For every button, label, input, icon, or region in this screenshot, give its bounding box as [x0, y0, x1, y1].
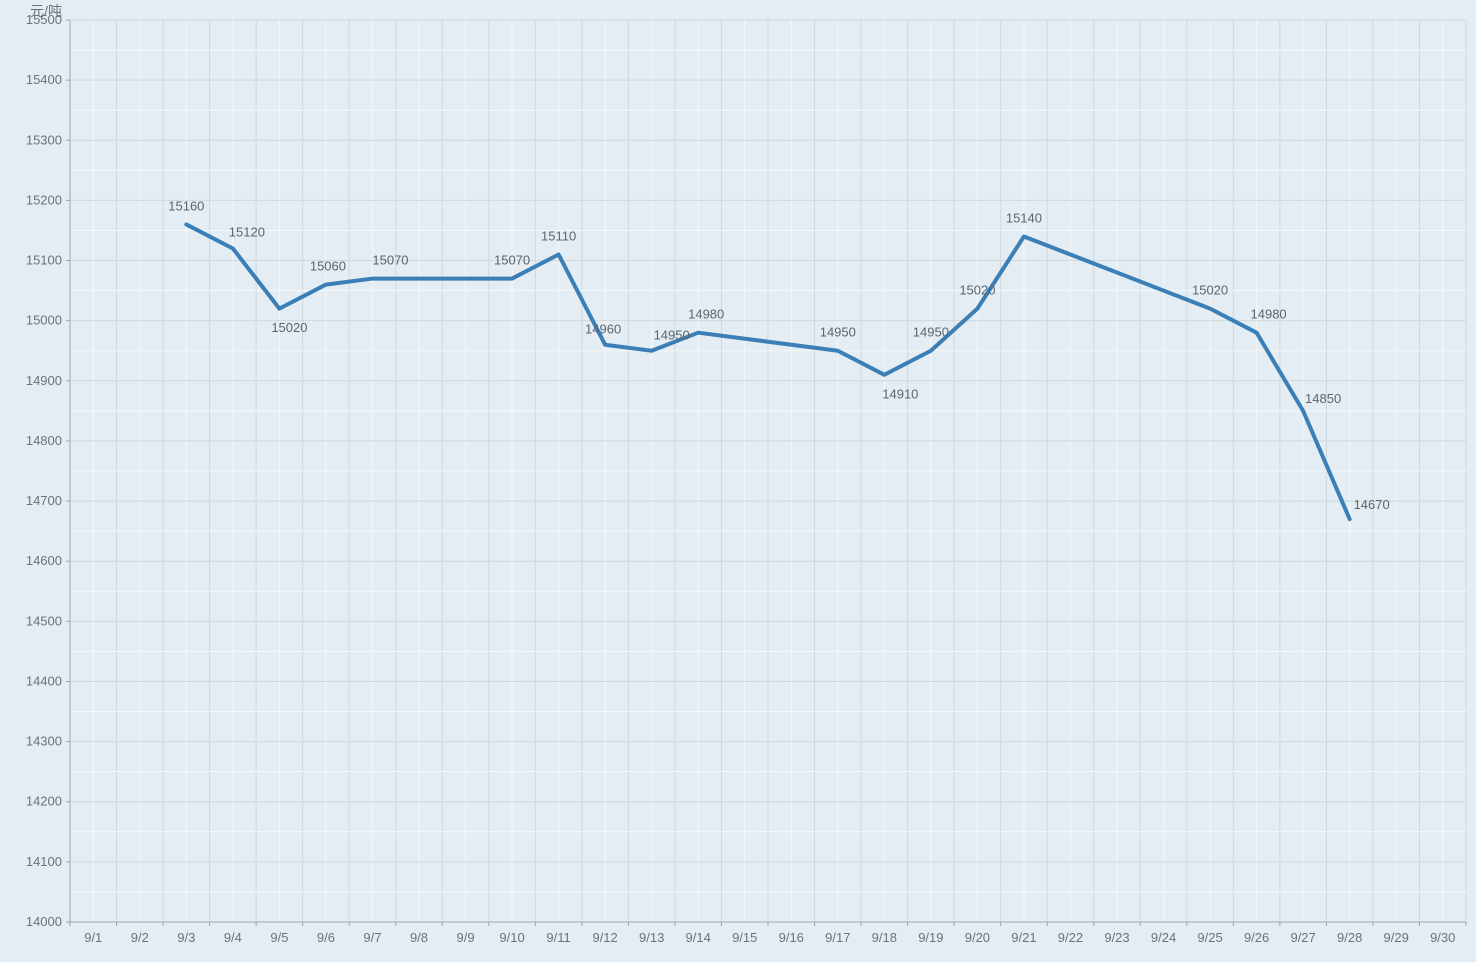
x-tick-label: 9/16: [779, 930, 804, 945]
x-tick-label: 9/1: [84, 930, 102, 945]
y-tick-label: 14900: [26, 373, 62, 388]
data-point-label: 14950: [913, 325, 949, 340]
data-point-label: 14670: [1354, 497, 1390, 512]
x-tick-label: 9/22: [1058, 930, 1083, 945]
data-point-label: 15140: [1006, 210, 1042, 225]
x-tick-label: 9/30: [1430, 930, 1455, 945]
x-tick-label: 9/3: [177, 930, 195, 945]
data-point-label: 15160: [168, 198, 204, 213]
x-tick-label: 9/9: [456, 930, 474, 945]
y-tick-label: 15300: [26, 132, 62, 147]
data-point-label: 15020: [271, 320, 307, 335]
x-tick-label: 9/26: [1244, 930, 1269, 945]
x-tick-label: 9/24: [1151, 930, 1176, 945]
y-tick-label: 14200: [26, 794, 62, 809]
y-tick-label: 14500: [26, 613, 62, 628]
x-tick-label: 9/20: [965, 930, 990, 945]
x-tick-label: 9/2: [131, 930, 149, 945]
x-tick-label: 9/17: [825, 930, 850, 945]
chart-svg: 14000 14100 14200 14300 14400 14500 14600 14700…: [0, 0, 1476, 962]
y-tick-label: 14000: [26, 914, 62, 929]
y-tick-label: 15100: [26, 253, 62, 268]
x-tick-label: 9/14: [686, 930, 711, 945]
y-tick-label: 15200: [26, 192, 62, 207]
x-tick-label: 9/29: [1384, 930, 1409, 945]
data-point-label: 15120: [229, 225, 265, 240]
x-tick-label: 9/5: [270, 930, 288, 945]
data-point-label: 15070: [372, 253, 408, 268]
x-tick-label: 9/11: [546, 930, 570, 945]
data-point-label: 15020: [959, 283, 995, 298]
y-tick-label: 14300: [26, 734, 62, 749]
y-tick-label: 15400: [26, 72, 62, 87]
price-line-chart: 14000 14100 14200 14300 14400 14500 14600 14700…: [0, 0, 1476, 962]
x-tick-label: 9/28: [1337, 930, 1362, 945]
x-tick-label: 9/6: [317, 930, 335, 945]
x-tick-label: 9/4: [224, 930, 242, 945]
y-tick-label: 14700: [26, 493, 62, 508]
x-tick-label: 9/21: [1011, 930, 1036, 945]
x-tick-label: 9/12: [592, 930, 617, 945]
x-tick-label: 9/10: [499, 930, 524, 945]
data-point-label: 14950: [820, 325, 856, 340]
y-tick-label: 14100: [26, 854, 62, 869]
x-tick-label: 9/7: [363, 930, 381, 945]
x-tick-label: 9/13: [639, 930, 664, 945]
x-tick-label: 9/8: [410, 930, 428, 945]
y-tick-label: 15000: [26, 313, 62, 328]
data-point-label: 14850: [1305, 391, 1341, 406]
y-axis-title: 元/吨: [30, 3, 62, 19]
data-point-label: 14950: [654, 328, 690, 343]
data-point-label: 15070: [494, 253, 530, 268]
data-point-label: 15020: [1192, 283, 1228, 298]
data-point-label: 15060: [310, 259, 346, 274]
x-tick-label: 9/23: [1104, 930, 1129, 945]
x-tick-label: 9/18: [872, 930, 897, 945]
y-tick-label: 14400: [26, 673, 62, 688]
y-tick-label: 14600: [26, 553, 62, 568]
y-tick-label: 14800: [26, 433, 62, 448]
x-tick-label: 9/25: [1197, 930, 1222, 945]
data-point-label: 15110: [541, 229, 576, 244]
data-point-label: 14980: [688, 307, 724, 322]
x-tick-label: 9/27: [1290, 930, 1315, 945]
data-point-label: 14910: [882, 386, 918, 401]
x-tick-label: 9/19: [918, 930, 943, 945]
data-point-label: 14980: [1251, 307, 1287, 322]
x-tick-label: 9/15: [732, 930, 757, 945]
data-point-label: 14960: [585, 322, 621, 337]
